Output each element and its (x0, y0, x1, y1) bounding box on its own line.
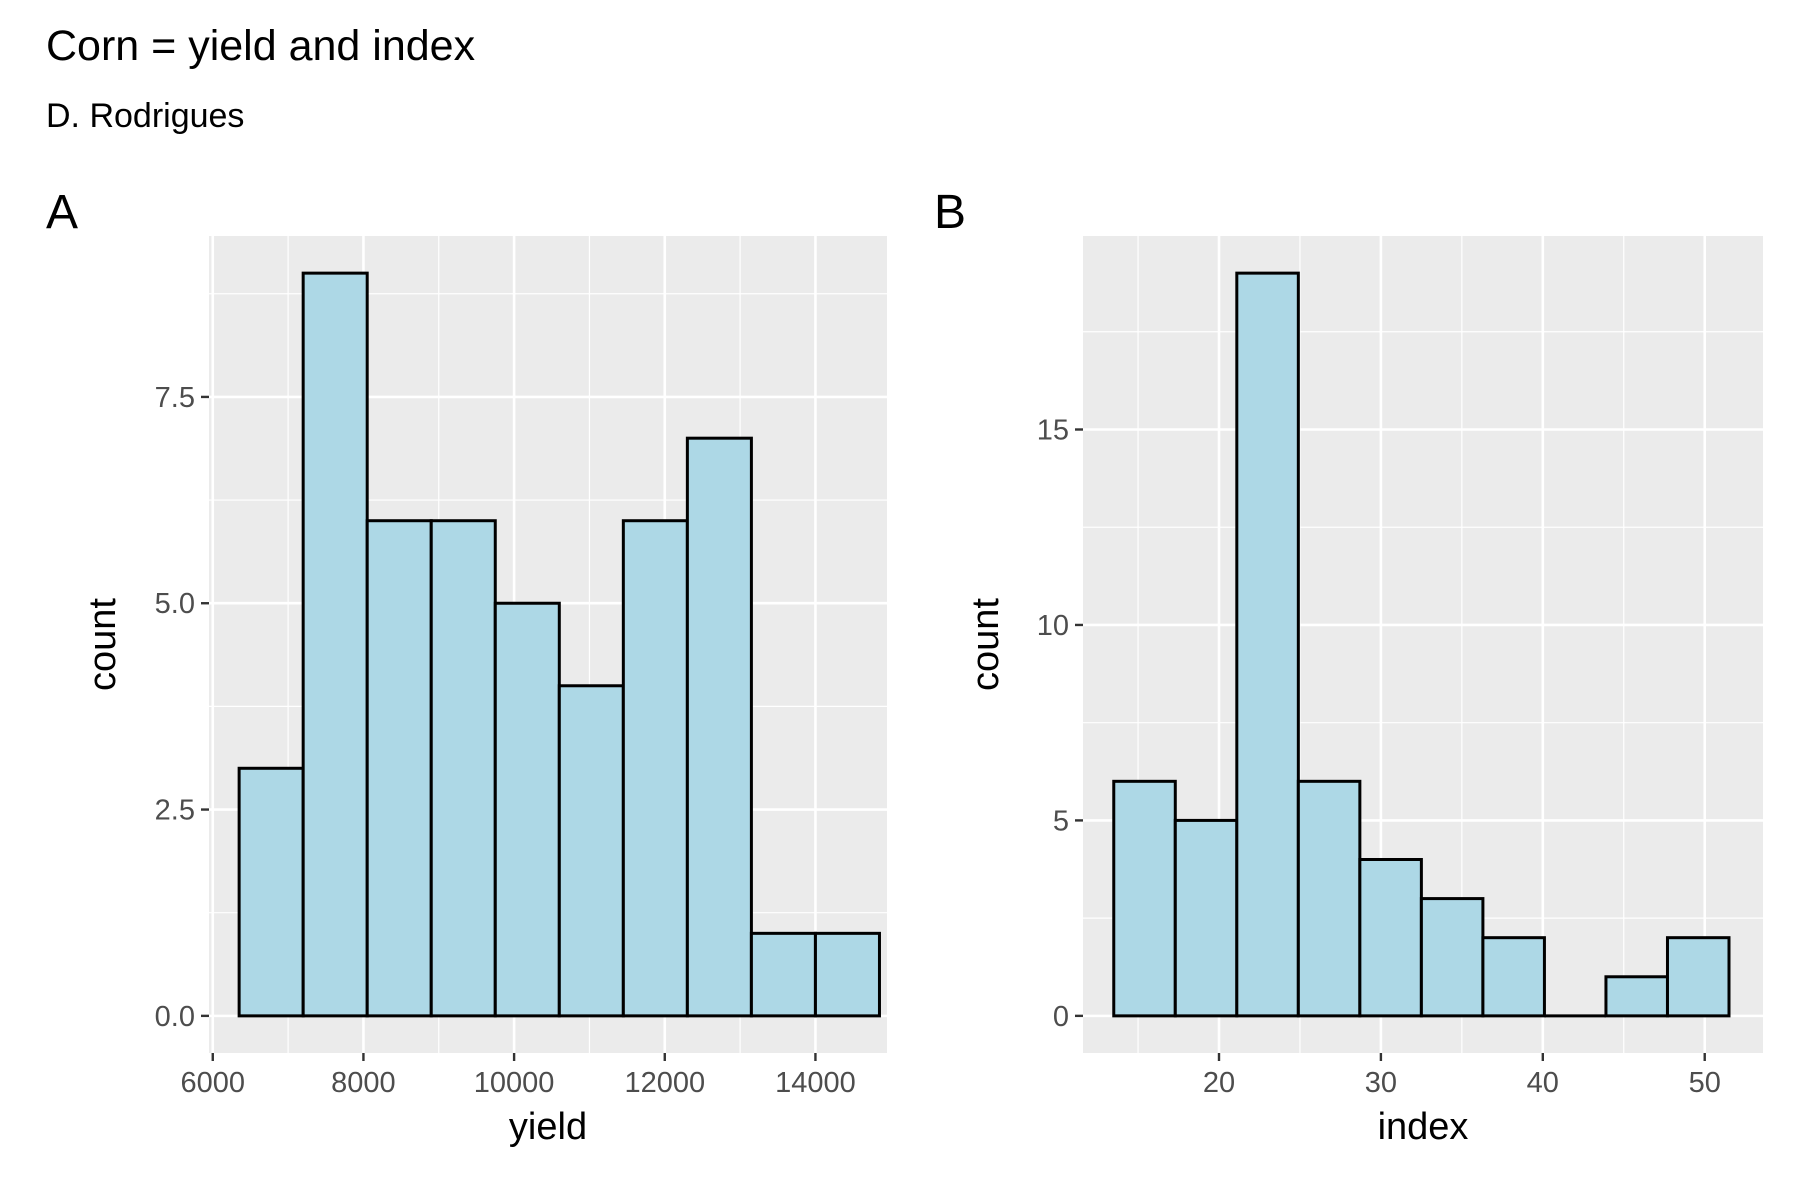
histogram-bar (1235, 271, 1300, 1018)
histogram-bars (1112, 271, 1731, 1018)
y-axis-label: count (82, 598, 124, 691)
figure-subtitle: D. Rodrigues (46, 97, 244, 135)
x-axis-label: yield (509, 1106, 587, 1148)
histogram-bar (685, 436, 753, 1018)
panel-tag: B (934, 186, 966, 239)
panel-tag: A (46, 186, 78, 239)
x-tick-label: 8000 (331, 1067, 396, 1099)
histogram-bar (813, 931, 881, 1018)
x-tick-label: 10000 (474, 1067, 555, 1099)
y-tick-label: 7.5 (155, 382, 195, 414)
histogram-bar (1481, 936, 1546, 1018)
y-tick-label: 10 (1037, 610, 1069, 642)
histogram-bar (1604, 975, 1669, 1018)
histogram-bar (1358, 858, 1423, 1018)
y-tick-label: 0.0 (155, 1001, 195, 1033)
histogram-bar (365, 519, 433, 1018)
axes: 20 30 40 50 0 5 10 15 (1037, 415, 1721, 1100)
panel-b: 20 30 40 50 0 5 10 15 index count B (934, 186, 1763, 1148)
x-tick-label: 40 (1527, 1067, 1559, 1099)
y-axis-label: count (965, 598, 1007, 691)
histogram-bar (1419, 897, 1485, 1018)
x-tick-label: 14000 (775, 1067, 856, 1099)
histogram-bar (237, 766, 305, 1018)
x-tick-label: 20 (1203, 1067, 1235, 1099)
panel-a: 6000 8000 10000 12000 14000 0.0 2.5 5.0 7.5 yield… (46, 186, 887, 1148)
histogram-bar (429, 519, 497, 1018)
x-tick-label: 50 (1689, 1067, 1721, 1099)
histogram-bars (237, 271, 881, 1018)
x-tick-label: 30 (1365, 1067, 1397, 1099)
y-tick-label: 0 (1053, 1001, 1069, 1033)
histogram-bar (557, 684, 625, 1018)
y-tick-label: 15 (1037, 415, 1069, 447)
histogram-bar (1665, 936, 1731, 1018)
histogram-bar (493, 601, 561, 1018)
x-tick-label: 12000 (624, 1067, 705, 1099)
x-tick-label: 6000 (181, 1067, 246, 1099)
figure-title: Corn = yield and index (46, 22, 476, 70)
x-axis-label: index (1378, 1106, 1469, 1148)
histogram-bar (749, 931, 817, 1018)
y-tick-label: 2.5 (155, 795, 195, 827)
axes: 6000 8000 10000 12000 14000 0.0 2.5 5.0 7.5 (155, 382, 856, 1099)
histogram-bar (621, 519, 689, 1018)
histogram-bar (1296, 779, 1362, 1018)
y-tick-label: 5 (1053, 805, 1069, 837)
histogram-bar (301, 271, 369, 1018)
y-tick-label: 5.0 (155, 588, 195, 620)
histogram-bar (1112, 779, 1177, 1018)
histogram-bar (1173, 818, 1239, 1018)
